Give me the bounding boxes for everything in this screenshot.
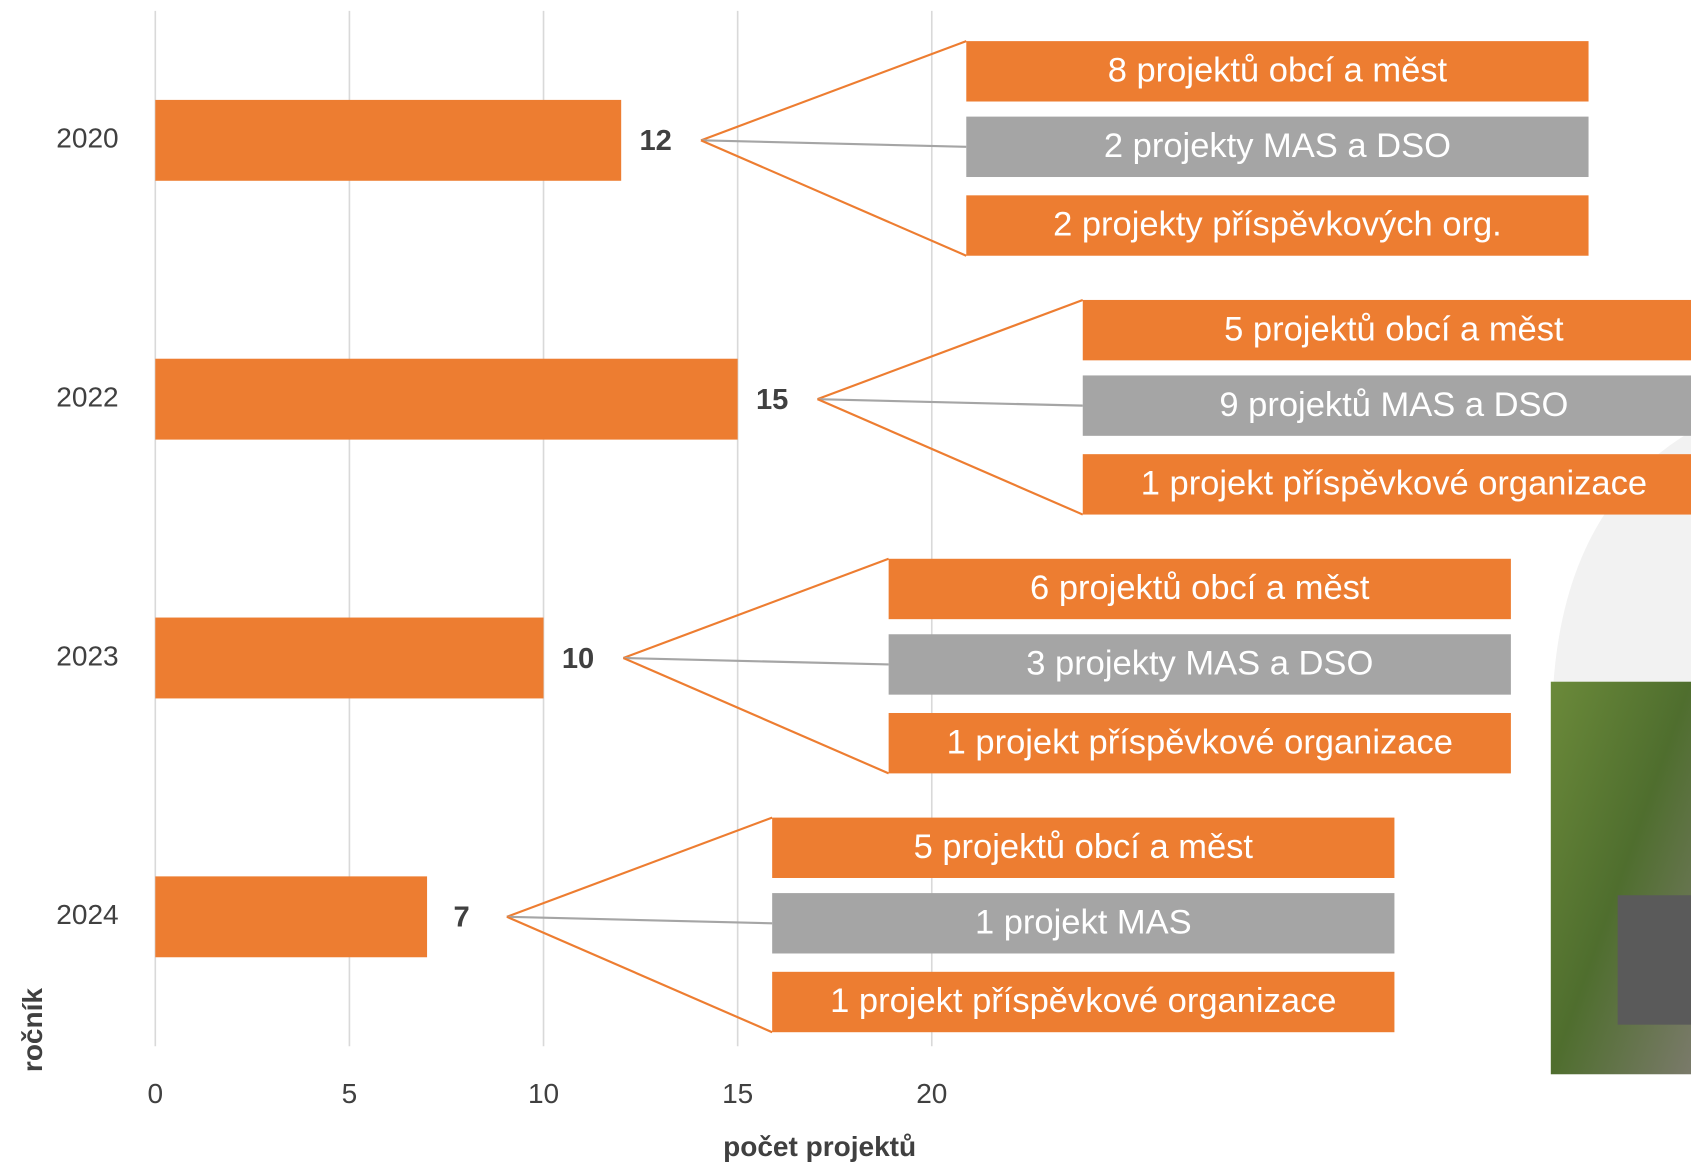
bar: [155, 99, 622, 181]
breakdown-label: 8 projektů obcí a měst: [1108, 52, 1448, 90]
connector: [506, 816, 773, 918]
x-tick-label: 15: [722, 1078, 753, 1109]
value-label: 10: [562, 643, 594, 675]
breakdown-label: 5 projektů obcí a měst: [1224, 310, 1564, 348]
breakdown-label: 6 projektů obcí a měst: [1030, 569, 1370, 607]
y-tick-label: 2022: [56, 382, 118, 413]
y-tick-label: 2023: [56, 640, 118, 671]
connector: [817, 398, 1083, 407]
connector: [817, 398, 1084, 516]
breakdown-box: [772, 817, 1395, 878]
x-tick-label: 20: [916, 1078, 947, 1109]
breakdown-box: [966, 116, 1589, 178]
connector: [700, 40, 967, 142]
connector: [623, 656, 889, 666]
breakdown-label: 2 projekty MAS a DSO: [1104, 127, 1451, 165]
breakdown-label: 1 projekt příspěvkové organizace: [830, 982, 1336, 1020]
breakdown-label: 1 projekt příspěvkové organizace: [947, 723, 1453, 761]
breakdown-label: 2 projekty příspěvkových org.: [1053, 206, 1502, 244]
plot: 2020 12 8 projektů obcí a měst 2 projekty M…: [56, 40, 1691, 1034]
bar: [155, 617, 544, 699]
connector: [622, 657, 890, 775]
x-tick-label: 5: [342, 1078, 358, 1109]
breakdown-label: 1 projekt MAS: [975, 903, 1192, 941]
grid: 0 5 10 15 20: [147, 10, 947, 1109]
breakdown-label: 5 projektů obcí a měst: [914, 828, 1254, 866]
value-label: 7: [453, 902, 469, 934]
x-tick-label: 0: [147, 1078, 163, 1109]
breakdown-box: [966, 195, 1589, 256]
breakdown-box: [772, 971, 1395, 1033]
y-tick-label: 2020: [56, 123, 118, 154]
y-tick-label: 2024: [56, 899, 118, 930]
connector: [506, 915, 773, 1034]
breakdown-label: 1 projekt příspěvkové organizace: [1141, 465, 1647, 503]
value-label: 15: [756, 384, 788, 416]
breakdown-box: [1082, 454, 1691, 515]
breakdown-box: [888, 558, 1511, 620]
connector: [817, 298, 1084, 401]
bar: [155, 358, 738, 440]
breakdown-box: [1082, 299, 1691, 361]
breakdown-box: [1082, 375, 1691, 436]
value-label: 12: [639, 125, 671, 157]
connector: [622, 557, 890, 660]
breakdown-label: 3 projekty MAS a DSO: [1026, 645, 1373, 683]
connector: [506, 915, 773, 925]
x-axis-title: počet projektů: [723, 1131, 916, 1162]
y-axis-title: ročník: [17, 988, 48, 1072]
connector: [700, 139, 967, 257]
breakdown-box: [888, 712, 1511, 774]
breakdown-box: [772, 893, 1395, 954]
bar: [155, 876, 428, 958]
breakdown-label: 9 projektů MAS a DSO: [1219, 386, 1568, 424]
connector: [700, 139, 967, 148]
breakdown-box: [966, 41, 1589, 102]
breakdown-box: [888, 634, 1511, 695]
photo-detail: [1617, 895, 1691, 1025]
x-tick-label: 10: [528, 1078, 559, 1109]
